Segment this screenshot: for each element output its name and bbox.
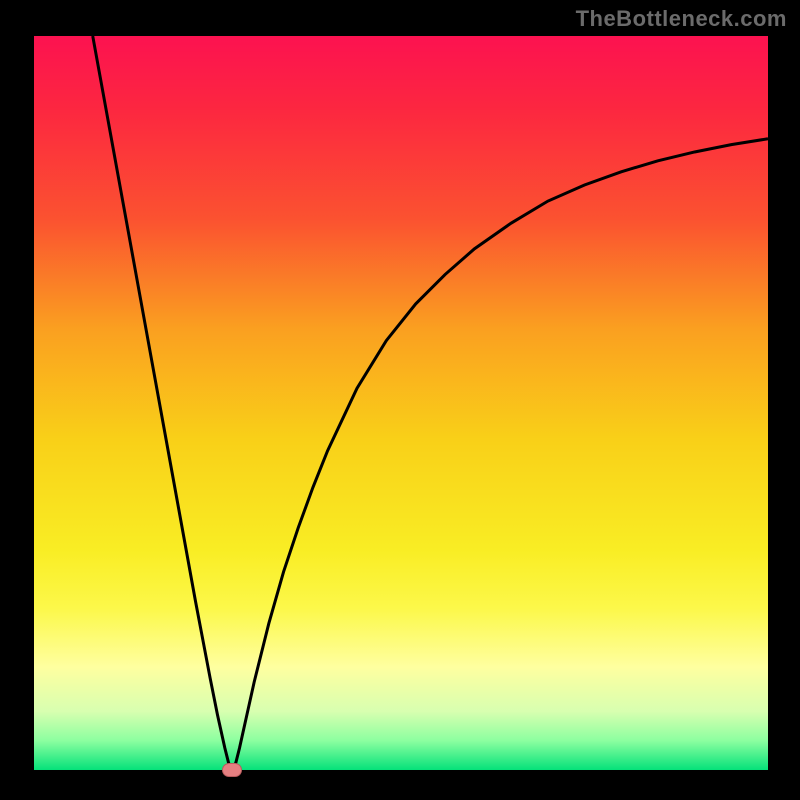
plot-area xyxy=(34,36,768,770)
chart-stage: TheBottleneck.com xyxy=(0,0,800,800)
minimum-marker xyxy=(222,763,242,777)
watermark-text: TheBottleneck.com xyxy=(576,6,787,32)
